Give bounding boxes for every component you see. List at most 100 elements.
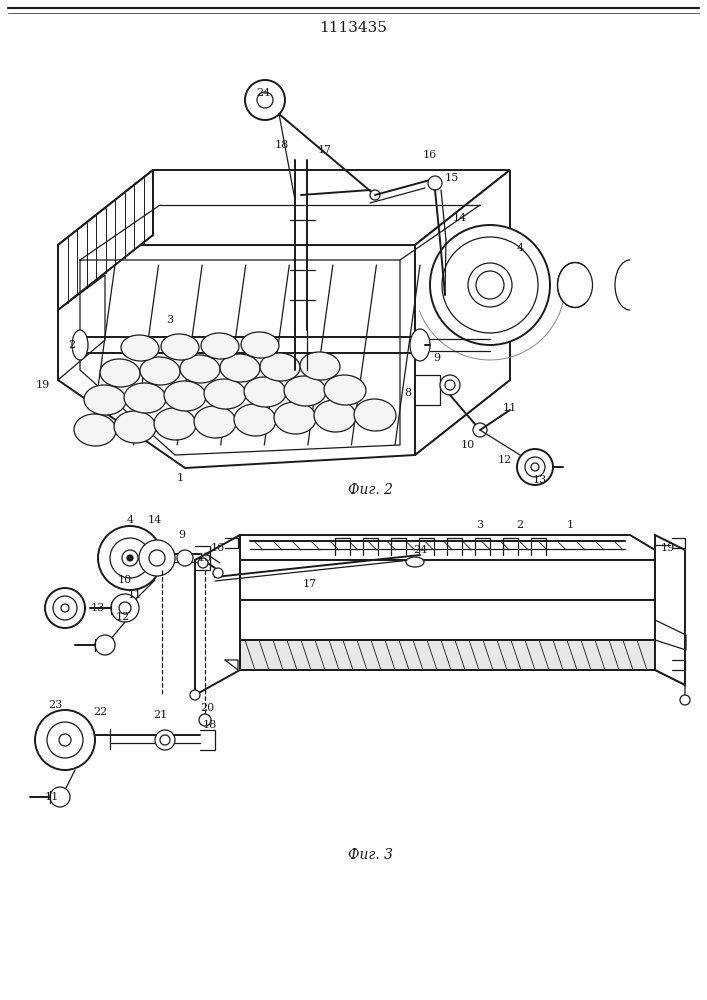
Circle shape bbox=[177, 550, 193, 566]
Ellipse shape bbox=[260, 353, 300, 381]
Text: 19: 19 bbox=[661, 543, 675, 553]
Text: 13: 13 bbox=[91, 603, 105, 613]
Ellipse shape bbox=[114, 411, 156, 443]
Circle shape bbox=[525, 457, 545, 477]
Ellipse shape bbox=[140, 357, 180, 385]
Text: 14: 14 bbox=[148, 515, 162, 525]
Ellipse shape bbox=[406, 557, 424, 567]
Ellipse shape bbox=[180, 355, 220, 383]
Circle shape bbox=[531, 463, 539, 471]
Text: 9: 9 bbox=[178, 530, 185, 540]
Text: 10: 10 bbox=[461, 440, 475, 450]
Ellipse shape bbox=[124, 383, 166, 413]
Circle shape bbox=[468, 263, 512, 307]
Ellipse shape bbox=[274, 402, 316, 434]
Ellipse shape bbox=[324, 375, 366, 405]
Circle shape bbox=[476, 271, 504, 299]
Text: 22: 22 bbox=[93, 707, 107, 717]
Ellipse shape bbox=[354, 399, 396, 431]
Circle shape bbox=[257, 92, 273, 108]
Text: 9: 9 bbox=[433, 353, 440, 363]
Circle shape bbox=[98, 526, 162, 590]
Circle shape bbox=[482, 277, 498, 293]
Text: 11: 11 bbox=[45, 792, 59, 802]
Text: 3: 3 bbox=[477, 520, 484, 530]
Ellipse shape bbox=[201, 333, 239, 359]
Text: 11: 11 bbox=[503, 403, 517, 413]
Text: 1: 1 bbox=[566, 520, 573, 530]
Circle shape bbox=[61, 604, 69, 612]
Text: 1: 1 bbox=[177, 473, 184, 483]
Circle shape bbox=[198, 558, 208, 568]
Ellipse shape bbox=[194, 406, 236, 438]
Text: 23: 23 bbox=[48, 700, 62, 710]
Circle shape bbox=[122, 550, 138, 566]
Circle shape bbox=[155, 730, 175, 750]
Circle shape bbox=[245, 80, 285, 120]
Circle shape bbox=[160, 735, 170, 745]
Text: 10: 10 bbox=[118, 575, 132, 585]
Circle shape bbox=[149, 550, 165, 566]
Circle shape bbox=[95, 635, 115, 655]
Polygon shape bbox=[58, 245, 415, 468]
Polygon shape bbox=[415, 170, 510, 455]
Text: 13: 13 bbox=[533, 475, 547, 485]
Ellipse shape bbox=[204, 379, 246, 409]
Polygon shape bbox=[240, 560, 655, 600]
Polygon shape bbox=[240, 600, 655, 640]
Text: 8: 8 bbox=[404, 388, 411, 398]
Text: 20: 20 bbox=[200, 703, 214, 713]
Text: 2: 2 bbox=[516, 520, 524, 530]
Ellipse shape bbox=[284, 376, 326, 406]
Circle shape bbox=[370, 190, 380, 200]
Text: 11: 11 bbox=[128, 590, 142, 600]
Circle shape bbox=[517, 449, 553, 485]
Text: 21: 21 bbox=[153, 710, 167, 720]
Text: 18: 18 bbox=[203, 720, 217, 730]
Text: 2: 2 bbox=[69, 340, 76, 350]
Text: 16: 16 bbox=[211, 543, 225, 553]
Circle shape bbox=[110, 538, 150, 578]
Ellipse shape bbox=[244, 377, 286, 407]
Text: 15: 15 bbox=[445, 173, 459, 183]
Polygon shape bbox=[58, 170, 153, 310]
Circle shape bbox=[213, 568, 223, 578]
Text: 17: 17 bbox=[303, 579, 317, 589]
Text: 4: 4 bbox=[127, 515, 134, 525]
Polygon shape bbox=[240, 640, 655, 670]
Ellipse shape bbox=[84, 385, 126, 415]
Circle shape bbox=[442, 237, 538, 333]
Circle shape bbox=[59, 734, 71, 746]
Circle shape bbox=[139, 540, 175, 576]
Circle shape bbox=[35, 710, 95, 770]
Circle shape bbox=[199, 714, 211, 726]
Circle shape bbox=[127, 555, 133, 561]
Circle shape bbox=[445, 380, 455, 390]
Text: 24: 24 bbox=[413, 545, 427, 555]
Circle shape bbox=[45, 588, 85, 628]
Text: 15: 15 bbox=[198, 553, 212, 563]
Text: 3: 3 bbox=[166, 315, 173, 325]
Circle shape bbox=[47, 722, 83, 758]
Text: 4: 4 bbox=[516, 243, 524, 253]
Ellipse shape bbox=[121, 335, 159, 361]
Circle shape bbox=[430, 225, 550, 345]
Circle shape bbox=[428, 176, 442, 190]
Circle shape bbox=[111, 594, 139, 622]
Circle shape bbox=[119, 602, 131, 614]
Text: Фиг. 3: Фиг. 3 bbox=[348, 848, 392, 862]
Text: 24: 24 bbox=[256, 88, 270, 98]
Ellipse shape bbox=[161, 334, 199, 360]
Text: 19: 19 bbox=[36, 380, 50, 390]
Circle shape bbox=[440, 375, 460, 395]
Text: Фиг. 2: Фиг. 2 bbox=[348, 483, 392, 497]
Circle shape bbox=[190, 690, 200, 700]
Text: 16: 16 bbox=[423, 150, 437, 160]
Ellipse shape bbox=[164, 381, 206, 411]
Text: 18: 18 bbox=[275, 140, 289, 150]
Ellipse shape bbox=[72, 330, 88, 360]
Circle shape bbox=[473, 423, 487, 437]
Ellipse shape bbox=[234, 404, 276, 436]
Circle shape bbox=[53, 596, 77, 620]
Text: 14: 14 bbox=[453, 213, 467, 223]
